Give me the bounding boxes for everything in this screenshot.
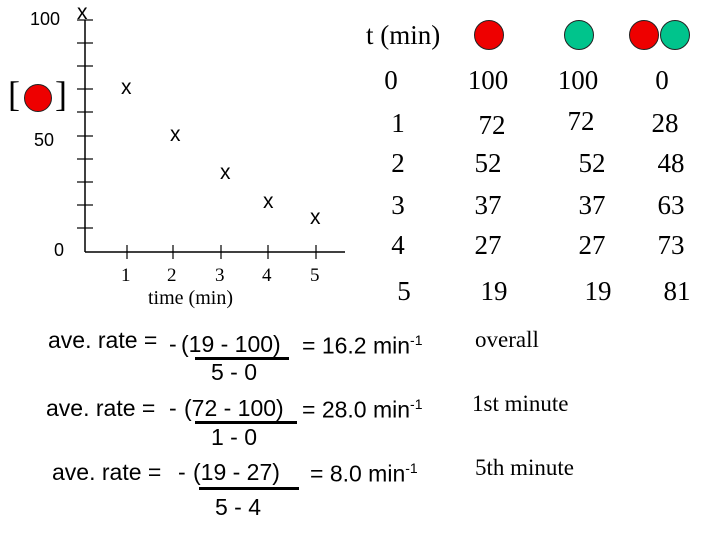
reactant-red-circle-ylabel <box>24 84 52 112</box>
pair-red-circle <box>629 20 659 50</box>
table-cell-red: 19 <box>480 276 508 306</box>
rate-result: = 28.0 min-1 <box>302 397 423 422</box>
rate-exponent: -1 <box>405 460 418 476</box>
rate-result-text: = 8.0 min <box>310 460 406 487</box>
product-teal-circle <box>564 20 594 50</box>
table-cell-pair: 28 <box>651 108 679 138</box>
table-cell-t: 0 <box>384 65 398 95</box>
table-cell-t: 4 <box>391 230 405 260</box>
rate-result-text: = 16.2 min <box>302 332 411 359</box>
table-header-time: t (min) <box>366 20 441 50</box>
rate-exponent: -1 <box>410 332 423 348</box>
table-cell-t: 5 <box>397 276 411 306</box>
rate-label: overall <box>475 327 539 352</box>
x-axis-label: time (min) <box>148 287 233 309</box>
x-tick-1: 1 <box>121 265 131 286</box>
reactant-red-circle <box>474 20 504 50</box>
fraction-bar <box>199 487 299 490</box>
table-cell-red: 52 <box>474 148 502 178</box>
table-cell-teal: 72 <box>567 106 595 136</box>
rate-lead: ave. rate = <box>52 459 162 485</box>
table-cell-red: 37 <box>474 190 502 220</box>
table-cell-pair: 81 <box>663 276 691 306</box>
rate-lead: ave. rate = <box>46 395 156 421</box>
y-tick-50: 50 <box>34 130 55 150</box>
rate-label: 1st minute <box>472 391 569 416</box>
data-point-5: x <box>310 206 321 229</box>
table-cell-teal: 52 <box>578 148 606 178</box>
rate-numerator: (19 - 100) <box>181 331 281 357</box>
y-label-bracket-right: ] <box>55 74 67 114</box>
rate-result-text: = 28.0 min <box>302 396 411 423</box>
table-cell-t: 1 <box>391 108 405 138</box>
data-point-0: x <box>77 1 88 24</box>
rate-exponent: -1 <box>410 396 423 412</box>
rate-denominator: 5 - 0 <box>211 359 258 385</box>
y-tick-0: 0 <box>54 240 65 260</box>
data-point-1: x <box>121 76 132 99</box>
rate-denominator: 5 - 4 <box>215 494 262 520</box>
table-cell-teal: 37 <box>578 190 606 220</box>
y-minor-ticks <box>77 19 93 229</box>
rate-label: 5th minute <box>475 455 575 480</box>
table-cell-red: 72 <box>478 110 506 140</box>
y-label-bracket-left: [ <box>8 74 20 114</box>
rate-minus: - <box>169 395 177 421</box>
table-cell-teal: 100 <box>557 65 599 95</box>
x-minor-ticks <box>126 245 317 259</box>
table-cell-t: 2 <box>391 148 405 178</box>
table-cell-teal: 19 <box>584 276 612 306</box>
data-point-2: x <box>170 123 181 146</box>
table-cell-red: 27 <box>474 230 502 260</box>
fraction-bar <box>195 421 297 424</box>
table-cell-pair: 48 <box>657 148 685 178</box>
rate-numerator: (72 - 100) <box>184 395 284 421</box>
data-point-4: x <box>263 190 274 213</box>
rate-numerator: (19 - 27) <box>193 459 280 485</box>
rate-minus: - <box>178 459 186 485</box>
table-cell-pair: 63 <box>657 190 685 220</box>
data-point-3: x <box>220 161 231 184</box>
y-tick-100: 100 <box>30 9 61 29</box>
rate-denominator: 1 - 0 <box>211 424 258 450</box>
rate-result: = 16.2 min-1 <box>302 333 423 358</box>
rate-minus: - <box>169 331 177 357</box>
x-tick-4: 4 <box>262 265 272 286</box>
x-tick-2: 2 <box>167 265 177 286</box>
rate-result: = 8.0 min-1 <box>310 461 418 486</box>
table-cell-pair: 73 <box>657 230 685 260</box>
fraction-bar <box>195 357 289 360</box>
table-cell-t: 3 <box>391 190 405 220</box>
rate-lead: ave. rate = <box>48 327 158 353</box>
x-tick-5: 5 <box>310 265 320 286</box>
table-cell-pair: 0 <box>655 65 669 95</box>
table-cell-teal: 27 <box>578 230 606 260</box>
pair-teal-circle <box>660 20 690 50</box>
table-cell-red: 100 <box>467 65 509 95</box>
x-tick-3: 3 <box>215 265 225 286</box>
